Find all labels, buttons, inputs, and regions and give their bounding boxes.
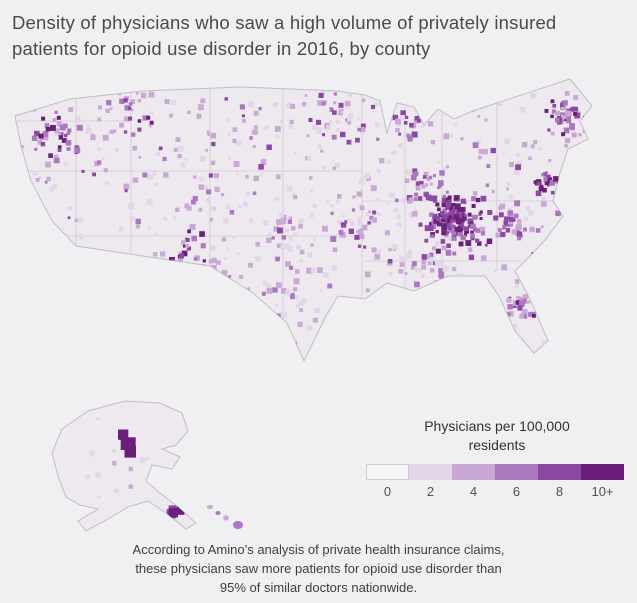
page-title: Density of physicians who saw a high vol…: [12, 12, 557, 59]
legend-tick-labels: 0 2 4 6 8 10+: [366, 484, 628, 499]
legend-tick-label: 0: [383, 483, 392, 499]
legend-color-scale: [366, 463, 628, 480]
hawaii-island: [223, 515, 229, 521]
legend-swatch: [538, 463, 581, 480]
legend-swatch: [366, 463, 409, 480]
legend-swatch: [495, 463, 538, 480]
legend-tick-label: 4: [469, 483, 478, 499]
legend-tick-label: 2: [426, 483, 435, 499]
hawaii-islands: [207, 505, 243, 530]
hawaii-island: [215, 511, 221, 516]
legend-tick-label: 6: [512, 483, 521, 499]
alaska-outline: [51, 400, 197, 532]
source-note-line: these physicians saw more patients for o…: [135, 560, 502, 576]
us-county-choropleth-map: [14, 78, 593, 532]
source-note-line: 95% of similar doctors nationwide.: [219, 579, 418, 595]
county-squares-contiguous: [20, 83, 590, 361]
legend-tick-label: 8: [555, 483, 564, 499]
legend-swatch: [409, 463, 452, 480]
legend-title: Physicians per 100,000 residents: [424, 418, 570, 453]
legend-tick-label: 10+: [591, 483, 614, 499]
hawaii-island: [233, 521, 243, 530]
legend-swatch: [581, 463, 624, 480]
legend-swatch: [452, 463, 495, 480]
map-area: Physicians per 100,000 residents 0 2 4 6 8 10…: [0, 61, 637, 537]
source-note-line: According to Amino’s analysis of private…: [132, 542, 505, 558]
source-note: According to Amino’s analysis of private…: [0, 541, 637, 598]
hawaii-island: [207, 505, 213, 510]
map-legend: Physicians per 100,000 residents 0 2 4 6 8 10…: [366, 417, 628, 499]
